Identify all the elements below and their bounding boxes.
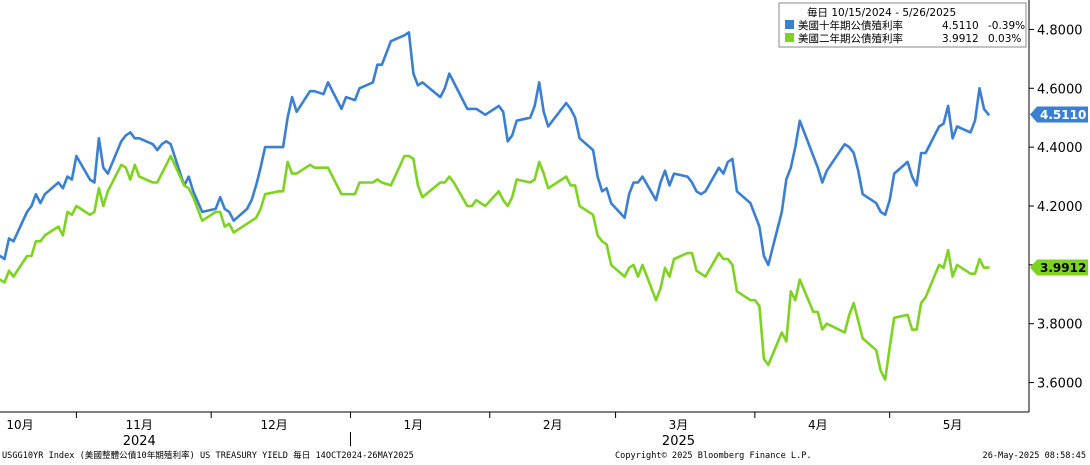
legend-value-2y: 3.9912 bbox=[942, 33, 979, 45]
y-tick-label: 4.6000 bbox=[1037, 82, 1083, 97]
y-tick-label: 4.8000 bbox=[1037, 23, 1083, 38]
legend-box bbox=[778, 2, 1027, 48]
last-value-label: 4.5110 bbox=[1040, 108, 1086, 122]
x-axis-ticks: 10月 11月 12月 1月 2月 3月 4月 5月 2024 2025 bbox=[6, 412, 962, 449]
last-value-tags: 4.5110 3.9912 bbox=[1030, 106, 1088, 276]
x-tick-label: 1月 bbox=[404, 418, 424, 432]
footer-timestamp: 26-May-2025 08:58:45 bbox=[983, 451, 1086, 461]
last-value-tag-10y bbox=[1030, 106, 1088, 123]
x-tick-label: 12月 bbox=[260, 418, 287, 432]
y-tick-label: 3.8000 bbox=[1037, 318, 1083, 333]
series-line-10y bbox=[0, 31, 990, 267]
footer-copyright: Copyright© 2025 Bloomberg Finance L.P. bbox=[615, 451, 812, 461]
legend-header: 毎日 10/15/2024 - 5/26/2025 bbox=[807, 6, 956, 19]
x-tick-label: 11月 bbox=[126, 418, 153, 432]
x-tick-label: 4月 bbox=[808, 418, 828, 432]
year-label: 2024 bbox=[123, 434, 156, 449]
legend-value-10y: 4.5110 bbox=[942, 20, 979, 32]
legend-label-2y: 美國二年期公債殖利率 bbox=[798, 32, 903, 45]
y-axis-ticks: 4.80004.60004.40004.20004.00003.80003.60… bbox=[1029, 23, 1083, 392]
x-tick-label: 2月 bbox=[543, 418, 563, 432]
legend-label-10y: 美國十年期公債殖利率 bbox=[798, 19, 903, 32]
x-tick-label: 5月 bbox=[943, 418, 963, 432]
legend-change-10y: -0.39% bbox=[988, 20, 1025, 32]
series-lines bbox=[0, 31, 990, 381]
y-tick-label: 3.6000 bbox=[1037, 377, 1083, 392]
legend: 毎日 10/15/2024 - 5/26/2025 美國十年期公債殖利率 4.5… bbox=[778, 2, 1027, 48]
footer: USGG10YR Index (美國整體公債10年期殖利率) US TREASU… bbox=[2, 449, 1086, 461]
footer-source: USGG10YR Index (美國整體公債10年期殖利率) US TREASU… bbox=[2, 449, 414, 461]
y-tick-label: 4.2000 bbox=[1037, 200, 1083, 215]
x-tick-label: 3月 bbox=[669, 418, 689, 432]
legend-swatch-10y bbox=[785, 20, 794, 29]
series-line-2y bbox=[0, 154, 990, 381]
y-tick-label: 4.4000 bbox=[1037, 141, 1083, 156]
x-tick-label: 10月 bbox=[6, 418, 33, 432]
legend-swatch-2y bbox=[785, 33, 794, 42]
last-value-label: 3.9912 bbox=[1040, 261, 1086, 275]
legend-change-2y: 0.03% bbox=[988, 33, 1021, 45]
last-value-tag-2y bbox=[1030, 259, 1088, 276]
year-label: 2025 bbox=[662, 434, 695, 449]
